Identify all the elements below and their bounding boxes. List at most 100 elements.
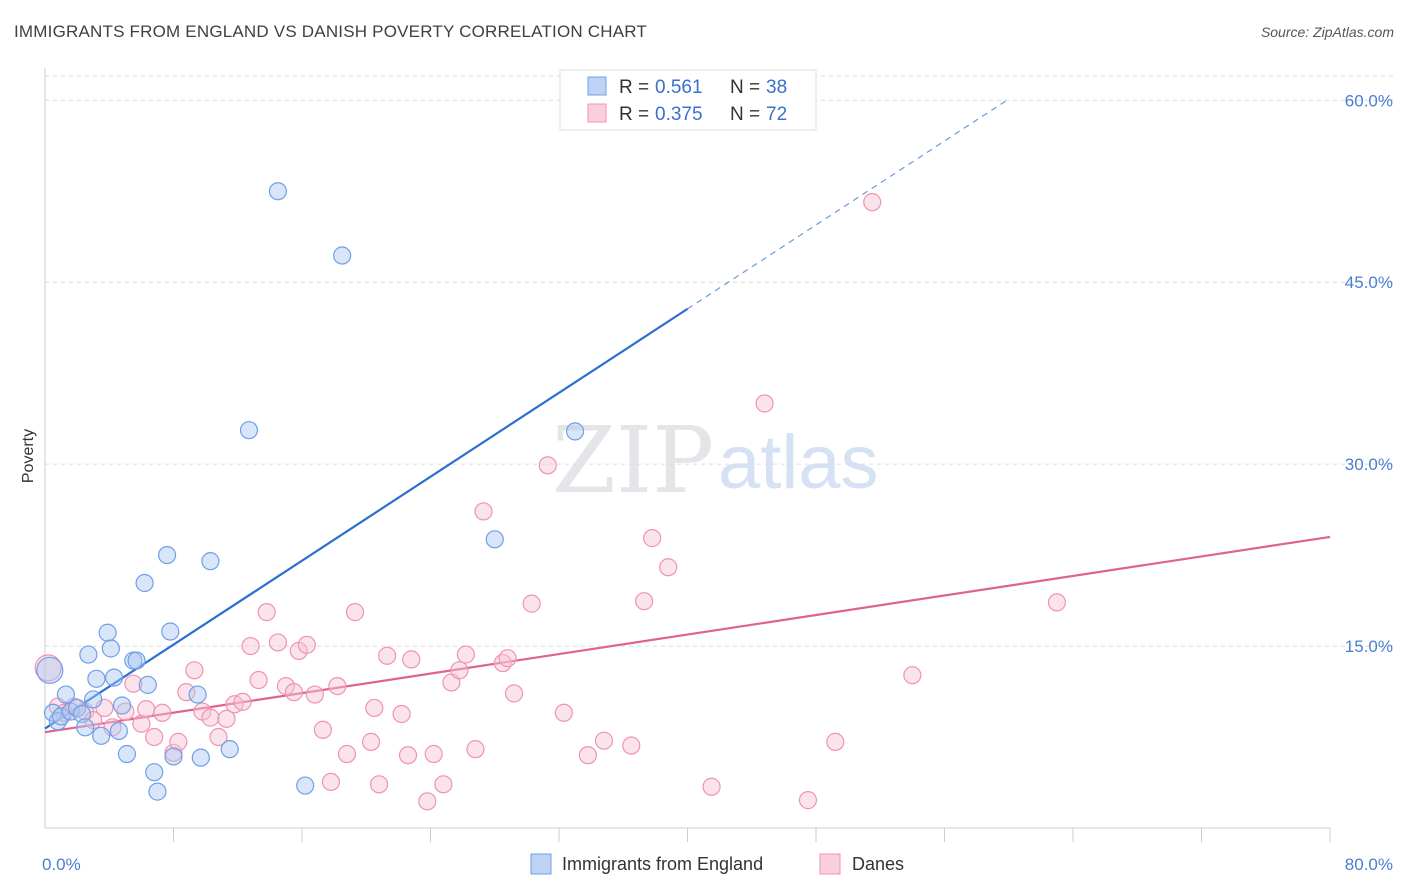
point-england-18 [117,744,137,764]
point-england-36 [485,530,504,549]
point-danes-47 [434,775,453,794]
point-england-6 [68,698,87,718]
chart-title: IMMIGRANTS FROM ENGLAND VS DANISH POVERT… [14,22,648,41]
legend-swatch-england [587,76,607,96]
point-danes-27 [268,633,288,652]
point-danes-32 [305,685,324,704]
point-danes-10 [132,714,151,733]
source-credit: Source: ZipAtlas.com [1260,24,1394,40]
trend-lines [44,98,1331,734]
point-danes-52 [474,502,493,521]
legend-n-label-2: N = [730,104,760,125]
watermark-atlas: atlas [718,420,879,505]
point-danes-69 [903,666,922,685]
point-england-17 [112,696,132,715]
point-danes-50 [456,645,475,664]
x-tick-label-0: 0.0% [42,855,81,874]
point-danes-49 [450,661,469,680]
legend-r-value-2: 0.375 [655,104,703,125]
point-danes-42 [392,704,411,724]
point-danes-62 [643,529,662,548]
point-danes-44 [402,650,421,669]
point-england-34 [296,776,315,795]
point-danes-67 [826,732,845,751]
point-danes-23 [233,692,252,711]
series-swatch-danes [819,853,841,875]
point-england-33 [268,182,288,201]
point-danes-21 [217,709,236,728]
point-england-27 [164,747,183,766]
point-england-0 [36,656,64,684]
point-england-25 [157,545,177,565]
point-england-9 [79,645,98,664]
point-england-8 [76,718,95,737]
point-england-31 [220,740,239,759]
point-danes-66 [798,791,818,810]
point-england-32 [239,421,259,440]
point-danes-17 [185,661,204,680]
point-danes-51 [466,740,485,759]
point-england-30 [201,552,220,571]
point-danes-9 [124,674,143,693]
y-axis-label: Poverty [20,429,37,483]
point-danes-0 [34,654,62,682]
y-tick-label-2: 45.0% [1345,273,1393,292]
point-england-21 [135,573,154,593]
point-danes-15 [169,732,188,751]
trend-line-0 [44,307,689,730]
series-label-danes: Danes [852,854,904,874]
point-england-37 [565,422,585,441]
point-danes-31 [297,635,316,654]
trend-extension-0 [687,98,1010,310]
x-tick-label-1: 80.0% [1345,855,1393,874]
point-danes-24 [241,636,260,656]
point-england-28 [188,685,207,704]
point-england-10 [84,690,103,709]
point-danes-60 [594,731,614,750]
point-england-12 [92,726,111,745]
point-danes-34 [321,772,341,792]
point-england-4 [56,685,75,704]
point-danes-29 [284,683,304,702]
trend-line-1 [44,535,1331,734]
point-danes-41 [378,646,397,665]
point-england-13 [98,623,117,642]
point-danes-25 [249,670,268,690]
axes: 15.0% 30.0% 45.0% 60.0% 0.0% 80.0% [42,68,1393,874]
point-danes-46 [424,744,443,764]
point-england-29 [191,748,210,767]
point-danes-43 [398,746,418,765]
point-england-20 [127,651,146,670]
point-danes-71 [622,736,641,755]
point-danes-55 [504,684,524,703]
point-england-26 [161,622,180,641]
point-danes-38 [361,732,381,751]
legend-n-value-2: 72 [766,104,787,125]
point-danes-33 [313,720,332,739]
point-danes-58 [554,703,573,722]
point-danes-39 [365,698,384,718]
point-danes-54 [498,649,517,668]
point-england-14 [101,639,120,658]
watermark-zip: ZIP [552,407,714,514]
point-danes-13 [153,703,172,722]
series-label-england: Immigrants from England [562,854,763,874]
legend-swatch-danes [587,103,607,123]
point-england-15 [104,668,124,687]
point-england-7 [72,704,92,724]
point-danes-61 [635,592,654,611]
point-england-11 [87,669,106,688]
grid [45,75,1393,647]
legend-n-value-1: 38 [766,77,787,98]
point-danes-63 [659,558,678,577]
series-swatch-england [530,853,552,875]
point-danes-57 [538,456,557,475]
point-england-23 [145,763,164,782]
point-england-2 [48,712,67,731]
y-tick-label-1: 30.0% [1345,455,1393,474]
point-danes-20 [209,727,228,747]
legend-r-label-1: R = [619,77,649,98]
point-danes-16 [177,683,196,702]
point-england-35 [333,246,352,265]
